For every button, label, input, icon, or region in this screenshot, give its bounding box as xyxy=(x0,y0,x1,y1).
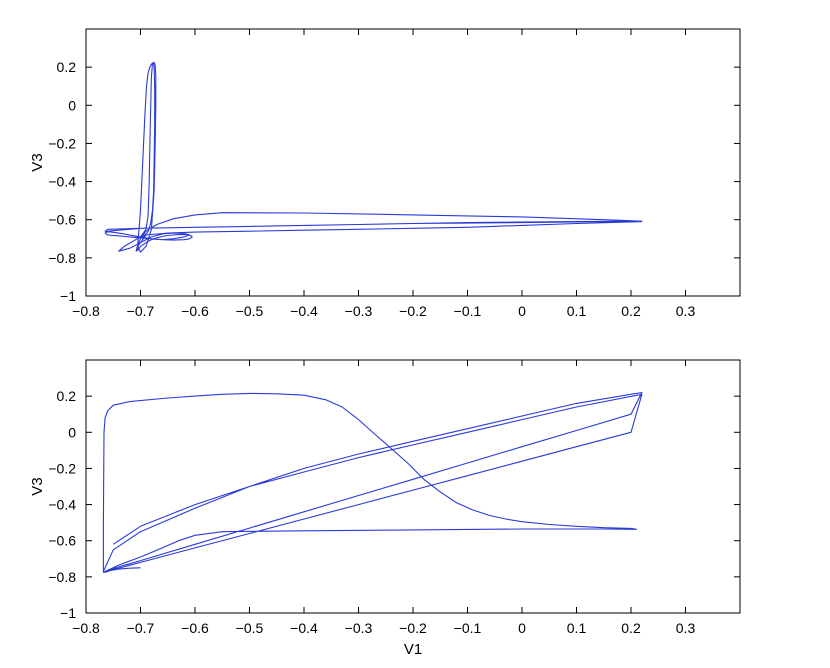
y-tick-label: 0.2 xyxy=(57,388,77,404)
x-tick-label: −0.7 xyxy=(127,303,155,319)
series-line xyxy=(104,61,643,253)
x-tick-label: −0.5 xyxy=(236,303,264,319)
x-tick-label: −0.1 xyxy=(454,620,482,636)
x-tick-label: −0.6 xyxy=(181,620,209,636)
x-tick-label: −0.4 xyxy=(290,620,318,636)
x-tick-label: 0.3 xyxy=(676,620,696,636)
x-tick-label: −0.2 xyxy=(399,303,427,319)
x-tick-label: −0.8 xyxy=(72,620,100,636)
y-tick-label: −0.8 xyxy=(48,569,76,585)
x-tick-label: −0.3 xyxy=(345,620,373,636)
x-tick-label: −0.6 xyxy=(181,303,209,319)
y-tick-label: −1 xyxy=(60,288,76,304)
y-tick-label: −0.2 xyxy=(48,460,76,476)
y-tick-label: −0.4 xyxy=(48,174,76,190)
plot-top: −0.8 −0.7 −0.6 −0.5 −0.4 −0.3 −0.2 −0.1 0 0.1 0.2 0… xyxy=(29,28,741,319)
x-tick-label: 0.2 xyxy=(621,620,641,636)
x-tick-label: −0.7 xyxy=(127,620,155,636)
plot-bottom: −0.8 −0.7 −0.6 −0.5 −0.4 −0.3 −0.2 −0.1 0 0.1 0.2 0… xyxy=(29,359,741,658)
x-tick-label: 0 xyxy=(518,303,526,319)
x-tick-label: −0.5 xyxy=(236,620,264,636)
y-tick-label: −0.4 xyxy=(48,497,76,513)
y-tick-label: −1 xyxy=(60,605,76,621)
y-tick-label: −0.6 xyxy=(48,212,76,228)
y-tick-label: 0.2 xyxy=(57,59,77,75)
y-tick-label: 0 xyxy=(68,424,76,440)
x-tick-label: 0.2 xyxy=(621,303,641,319)
y-tick-label: −0.2 xyxy=(48,135,76,151)
x-tick-label: 0.1 xyxy=(567,303,587,319)
x-tick-label: −0.2 xyxy=(399,620,427,636)
x-tick-label: −0.1 xyxy=(454,303,482,319)
x-tick-label: 0 xyxy=(518,620,526,636)
x-tick-label: −0.4 xyxy=(290,303,318,319)
y-tick-label: −0.6 xyxy=(48,533,76,549)
x-tick-label: −0.8 xyxy=(72,303,100,319)
axes-box xyxy=(85,359,741,614)
y-tick-label: −0.8 xyxy=(48,250,76,266)
x-axis-label: V1 xyxy=(404,641,422,658)
axes-box xyxy=(85,28,741,297)
x-tick-label: −0.3 xyxy=(345,303,373,319)
x-tick-label: 0.1 xyxy=(567,620,587,636)
series-line xyxy=(102,391,643,573)
y-axis-label: V3 xyxy=(29,153,46,171)
y-axis-label: V3 xyxy=(29,477,46,495)
y-tick-label: 0 xyxy=(68,97,76,113)
x-tick-label: 0.3 xyxy=(676,303,696,319)
